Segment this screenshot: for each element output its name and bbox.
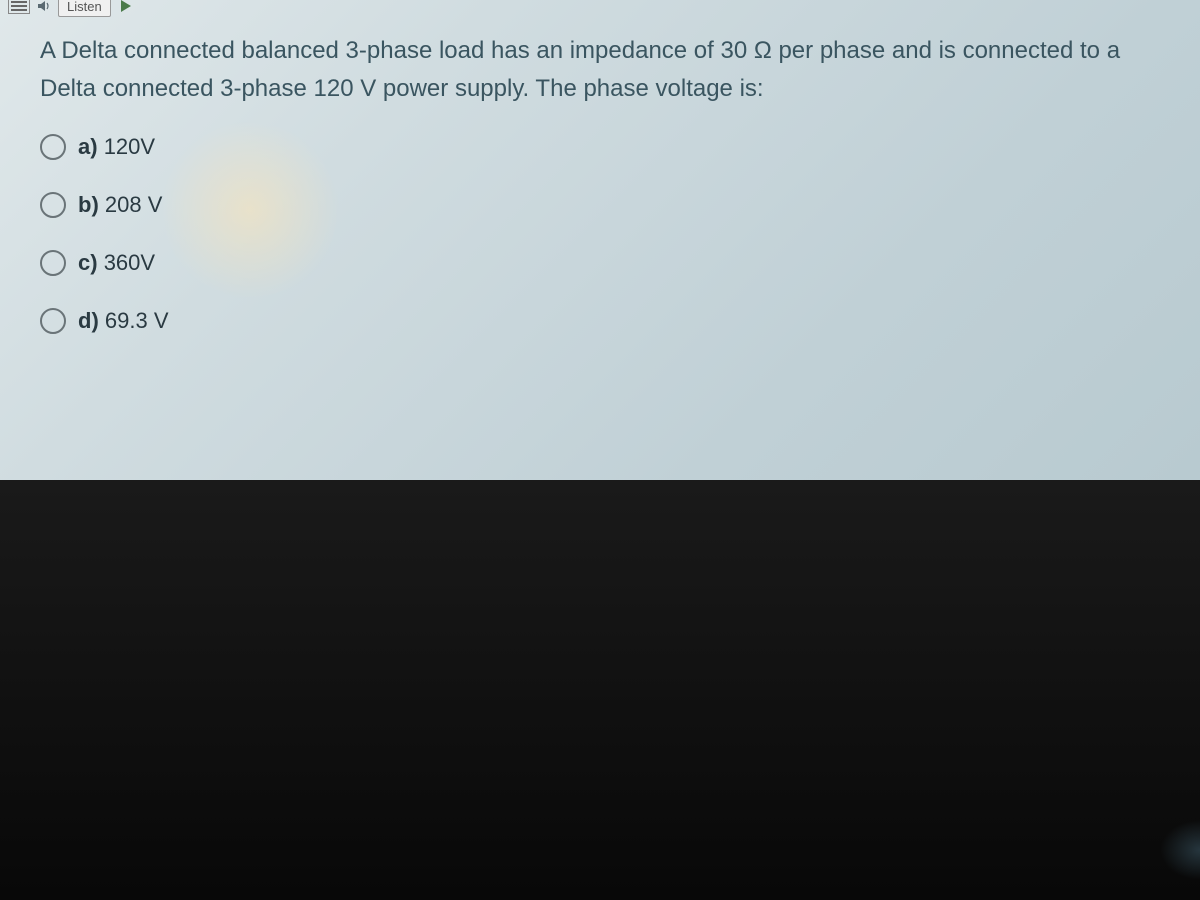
options-group: a) 120V b) 208 V c) 360V d) 69.3 V [0,119,1200,376]
option-b-label: b) 208 V [78,192,162,218]
speaker-icon[interactable] [36,0,52,14]
option-c[interactable]: c) 360V [40,250,1170,276]
play-icon[interactable] [121,0,131,12]
toolbar: Listen [0,0,1200,12]
option-c-label: c) 360V [78,250,155,276]
option-b[interactable]: b) 208 V [40,192,1170,218]
option-d-label: d) 69.3 V [78,308,169,334]
radio-c[interactable] [40,250,66,276]
dark-reflection-area [0,480,1200,900]
option-a[interactable]: a) 120V [40,134,1170,160]
radio-d[interactable] [40,308,66,334]
question-text: A Delta connected balanced 3-phase load … [0,12,1200,119]
radio-b[interactable] [40,192,66,218]
radio-a[interactable] [40,134,66,160]
option-a-label: a) 120V [78,134,155,160]
listen-button[interactable]: Listen [58,0,111,17]
menu-icon[interactable] [8,0,30,14]
option-d[interactable]: d) 69.3 V [40,308,1170,334]
quiz-content-panel: Listen A Delta connected balanced 3-phas… [0,0,1200,480]
